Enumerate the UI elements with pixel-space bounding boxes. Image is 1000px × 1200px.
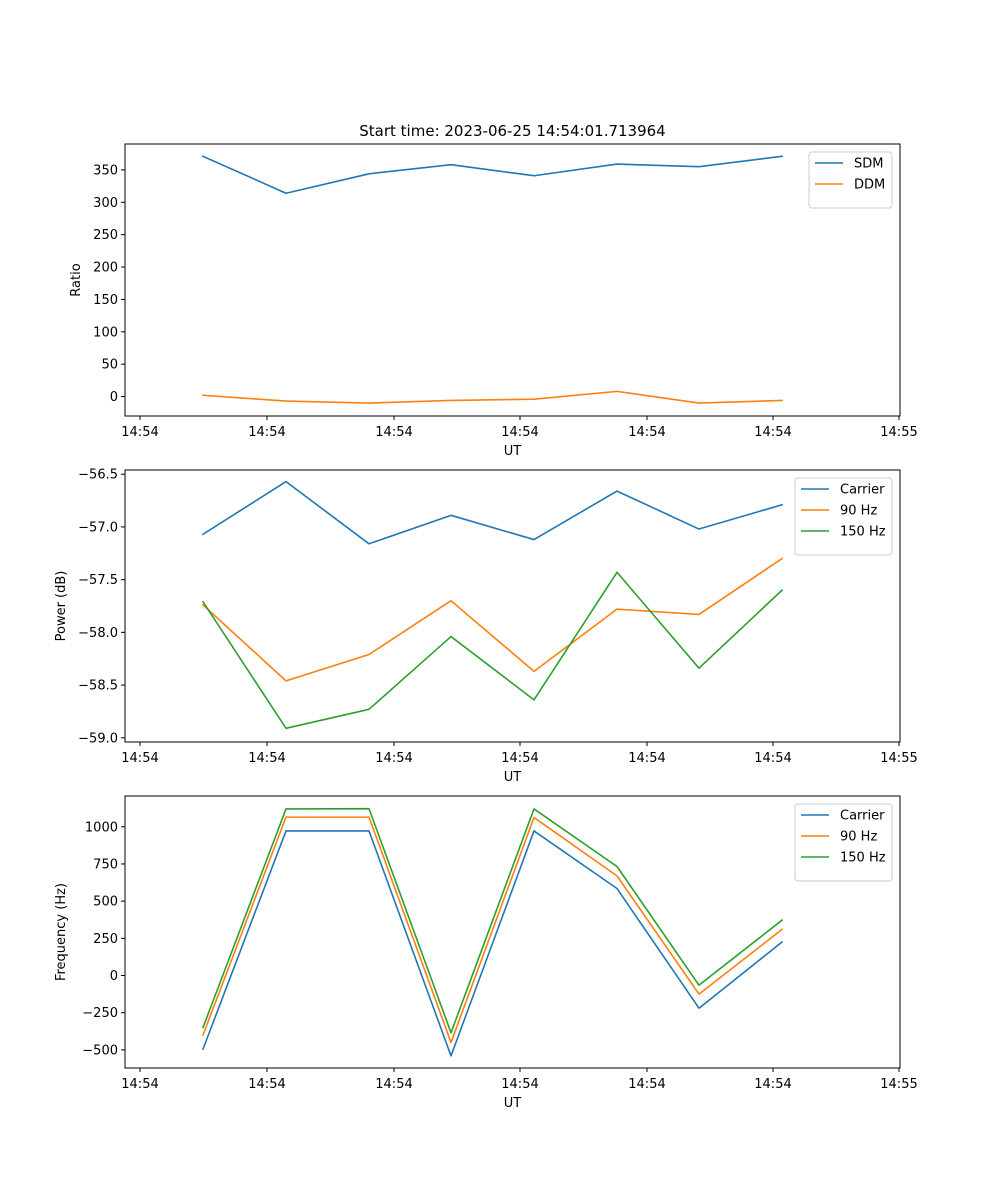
legend-label: 90 Hz: [840, 504, 877, 519]
y-tick-label: 1000: [85, 820, 118, 835]
series-line-90-hz: [201, 816, 784, 1044]
legend-label: Carrier: [840, 483, 885, 498]
series-line-ddm: [202, 390, 783, 404]
y-tick-label: −58.0: [78, 626, 118, 641]
y-tick-label: 250: [93, 228, 118, 243]
x-tick-label: 14:54: [501, 1077, 538, 1092]
series-line-150-hz: [201, 571, 784, 730]
x-tick-label: 14:54: [248, 751, 285, 766]
legend: Carrier 90 Hz 150 Hz: [794, 803, 893, 882]
legend-label: Carrier: [840, 809, 885, 824]
legend-box: [808, 151, 893, 209]
legend-label: 150 Hz: [840, 525, 886, 540]
y-tick-label: −58.5: [78, 679, 118, 694]
series-line-90-hz: [201, 557, 784, 682]
y-tick-label: −59.0: [78, 731, 118, 746]
x-tick-label: 14:55: [880, 1077, 917, 1092]
y-tick-label: 300: [93, 196, 118, 211]
series-line-carrier: [201, 830, 784, 1057]
x-tick-label: 14:54: [754, 425, 791, 440]
x-tick-label: 14:54: [375, 751, 412, 766]
legend-label: 150 Hz: [840, 851, 886, 866]
x-tick-label: 14:54: [121, 1077, 158, 1092]
y-tick-label: 500: [93, 895, 118, 910]
subplot-1: 14:54 14:54 14:54 14:54 14:54 14:54 14:55 0 50 10…: [69, 143, 918, 459]
legend-label: 90 Hz: [840, 830, 877, 845]
y-tick-label: −250: [82, 1006, 118, 1021]
y-tick-label: −56.5: [78, 468, 118, 483]
y-tick-label: 250: [93, 932, 118, 947]
axes-frame: [124, 143, 901, 417]
subplots: 14:54 14:54 14:54 14:54 14:54 14:54 14:55 0 50 10…: [54, 143, 918, 1111]
series-line-carrier: [201, 480, 783, 545]
y-tick-label: −57.0: [78, 520, 118, 535]
x-tick-label: 14:54: [375, 425, 412, 440]
y-tick-label: 200: [93, 261, 118, 276]
x-tick-label: 14:54: [628, 1077, 665, 1092]
y-tick-label: 0: [110, 969, 118, 984]
subplot-3: 14:54 14:54 14:54 14:54 14:54 14:54 14:55 −500 −…: [54, 795, 918, 1111]
axes-frame: [124, 469, 901, 743]
x-tick-label: 14:54: [375, 1077, 412, 1092]
x-tick-label: 14:54: [248, 425, 285, 440]
series-line-sdm: [201, 155, 783, 195]
y-tick-label: 50: [101, 358, 118, 373]
subplot-2: 14:54 14:54 14:54 14:54 14:54 14:54 14:55 −59.0…: [54, 468, 918, 785]
y-axis-label: Power (dB): [54, 571, 69, 642]
y-axis-label: Ratio: [69, 263, 84, 296]
axes-frame: [124, 795, 901, 1069]
series-line-150-hz: [201, 807, 784, 1034]
y-tick-label: 750: [93, 857, 118, 872]
legend-label: DDM: [854, 178, 885, 193]
legend-box: [794, 477, 893, 556]
x-axis-label: UT: [504, 770, 522, 785]
y-tick-label: 0: [110, 390, 118, 405]
x-tick-label: 14:54: [121, 751, 158, 766]
y-tick-label: 100: [93, 325, 118, 340]
x-tick-label: 14:54: [248, 1077, 285, 1092]
legend: SDM DDM: [808, 151, 893, 209]
y-tick-label: −500: [82, 1043, 118, 1058]
x-tick-label: 14:54: [754, 1077, 791, 1092]
legend-label: SDM: [854, 157, 883, 172]
x-tick-label: 14:54: [628, 425, 665, 440]
x-tick-label: 14:54: [754, 751, 791, 766]
x-axis-label: UT: [504, 444, 522, 459]
x-tick-label: 14:54: [121, 425, 158, 440]
y-tick-label: 150: [93, 293, 118, 308]
legend-box: [794, 803, 893, 882]
y-axis-label: Frequency (Hz): [54, 883, 69, 981]
x-tick-label: 14:54: [628, 751, 665, 766]
x-tick-label: 14:54: [501, 425, 538, 440]
x-tick-label: 14:55: [880, 751, 917, 766]
x-tick-label: 14:55: [880, 425, 917, 440]
figure-title: Start time: 2023-06-25 14:54:01.713964: [359, 122, 665, 140]
x-tick-label: 14:54: [501, 751, 538, 766]
legend: Carrier 90 Hz 150 Hz: [794, 477, 893, 556]
y-tick-label: −57.5: [78, 573, 118, 588]
y-tick-label: 350: [93, 163, 118, 178]
x-axis-label: UT: [504, 1096, 522, 1111]
